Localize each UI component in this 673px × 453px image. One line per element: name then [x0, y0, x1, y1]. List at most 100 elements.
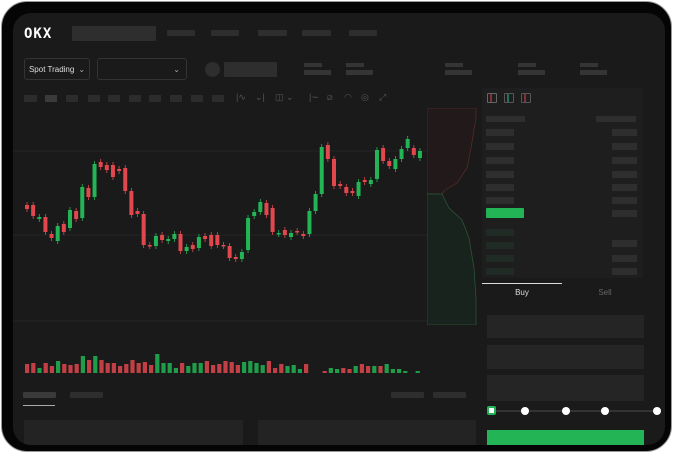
volume-bar — [378, 366, 383, 373]
filter-button[interactable] — [391, 392, 424, 398]
amount-row[interactable] — [612, 171, 637, 178]
nav-item-2[interactable] — [211, 30, 239, 36]
candle — [252, 212, 257, 216]
candle — [344, 187, 349, 193]
stat-value — [346, 70, 373, 75]
bid-depth-area — [427, 193, 477, 325]
interval-button[interactable] — [129, 95, 141, 102]
tab-sell[interactable]: Sell — [598, 288, 612, 297]
total-input[interactable] — [487, 375, 644, 401]
percent-slider-track[interactable] — [492, 410, 658, 412]
ask-price-row[interactable] — [486, 157, 514, 164]
amount-row[interactable] — [612, 143, 637, 150]
candle — [332, 159, 336, 186]
gauge-icon[interactable]: ◠ — [344, 92, 352, 102]
nav-item-5[interactable] — [349, 30, 377, 36]
amount-row[interactable] — [612, 240, 637, 247]
amount-row[interactable] — [612, 255, 637, 262]
volume-bar — [397, 369, 402, 373]
slider-stop-75[interactable] — [601, 407, 609, 415]
candle — [215, 235, 220, 245]
candle — [387, 161, 392, 166]
nav-item-1[interactable] — [167, 30, 195, 36]
buy-button[interactable] — [487, 430, 644, 445]
tab-open-orders[interactable] — [23, 392, 56, 398]
volume-bar — [118, 366, 123, 373]
ask-price-row[interactable] — [486, 184, 514, 191]
ruler-icon[interactable]: ⧄ — [327, 92, 333, 102]
fullscreen-icon[interactable]: ⤢ — [379, 92, 387, 102]
settings-icon[interactable]: ◎ — [361, 92, 369, 102]
price-chart[interactable] — [13, 103, 433, 373]
nav-item-3[interactable] — [258, 30, 287, 36]
interval-button[interactable] — [108, 95, 120, 102]
volume-bar — [285, 366, 290, 373]
candle — [393, 159, 398, 169]
interval-button[interactable] — [24, 95, 37, 102]
ask-price-row[interactable] — [486, 197, 514, 204]
candle — [117, 169, 122, 171]
candle — [411, 148, 416, 155]
bid-price-row[interactable] — [486, 229, 514, 236]
search-bar[interactable] — [72, 26, 156, 41]
line-icon[interactable]: |∼ — [309, 92, 319, 102]
ask-price-row[interactable] — [486, 129, 514, 136]
interval-button[interactable] — [212, 95, 224, 102]
tab-buy[interactable]: Buy — [515, 288, 529, 297]
market-type-dropdown[interactable]: Spot Trading ⌄ — [24, 58, 90, 80]
amount-row[interactable] — [612, 157, 637, 164]
candle — [92, 164, 97, 197]
candle — [190, 245, 195, 249]
slider-stop-100[interactable] — [653, 407, 661, 415]
indicator-icon[interactable]: ⌄| — [255, 92, 265, 102]
candle — [196, 237, 201, 248]
volume-bar — [87, 360, 92, 373]
bid-price-row[interactable] — [486, 255, 514, 262]
pair-dropdown[interactable]: ⌄ — [97, 58, 187, 80]
chevron-down-icon: ⌄ — [173, 64, 180, 74]
slider-stop-25[interactable] — [521, 407, 529, 415]
interval-button[interactable] — [88, 95, 100, 102]
tab-order-history[interactable] — [70, 392, 103, 398]
interval-button[interactable] — [66, 95, 78, 102]
bid-price-row[interactable] — [486, 268, 514, 275]
candle — [203, 236, 208, 239]
amount-row[interactable] — [612, 184, 637, 191]
bids-icon[interactable] — [504, 93, 514, 103]
candle — [301, 234, 306, 236]
amount-row[interactable] — [612, 268, 637, 275]
volume-bar — [291, 365, 296, 373]
slider-stop-50[interactable] — [562, 407, 570, 415]
candle — [270, 208, 275, 232]
bid-price-row[interactable] — [486, 242, 514, 249]
ask-price-row[interactable] — [486, 143, 514, 150]
filter-button[interactable] — [433, 392, 466, 398]
both-sides-icon[interactable] — [487, 93, 497, 103]
volume-bar — [105, 363, 110, 373]
amount-input[interactable] — [487, 345, 644, 369]
ask-price-row[interactable] — [486, 171, 514, 178]
candle — [123, 168, 128, 191]
nav-item-4[interactable] — [302, 30, 331, 36]
amount-row[interactable] — [612, 197, 637, 204]
orderbook-header-amount — [596, 116, 636, 122]
indicator-icon[interactable]: |∿ — [236, 92, 246, 102]
amount-row[interactable] — [612, 129, 637, 136]
candle — [178, 234, 183, 251]
interval-button-active[interactable] — [45, 95, 57, 102]
volume-bar — [328, 368, 333, 373]
asks-icon[interactable] — [521, 93, 531, 103]
slider-handle[interactable] — [487, 406, 496, 415]
interval-button[interactable] — [149, 95, 161, 102]
candle — [239, 252, 244, 259]
price-input[interactable] — [487, 315, 644, 338]
volume-bar — [142, 362, 147, 373]
interval-button[interactable] — [191, 95, 203, 102]
volume-bar — [43, 363, 48, 373]
template-icon[interactable]: ◫ ⌄ — [275, 92, 294, 102]
volume-bar — [31, 363, 36, 373]
amount-row[interactable] — [612, 210, 637, 217]
candle — [55, 226, 60, 241]
interval-button[interactable] — [170, 95, 182, 102]
volume-bar — [304, 364, 309, 373]
